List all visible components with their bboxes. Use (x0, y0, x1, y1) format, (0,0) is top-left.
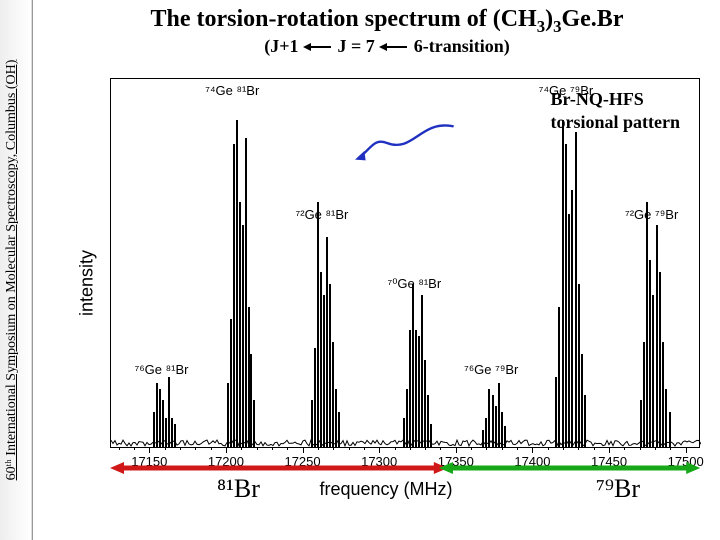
spectral-peak (162, 400, 164, 447)
spectral-peak (239, 202, 241, 447)
spectral-peak (665, 389, 667, 447)
plot-container: intensity 171501720017250173001735017400… (62, 68, 710, 498)
spectral-peak (488, 389, 490, 447)
spectral-peak (242, 225, 244, 447)
spectral-peak (165, 418, 167, 447)
annotation-line2: torsional pattern (551, 111, 681, 134)
spectral-peak (245, 138, 247, 447)
isotope-label: ⁷⁰Ge ⁸¹Br (387, 276, 441, 292)
spectral-peak (250, 354, 252, 447)
isotope-label: ⁷⁶Ge ⁷⁹Br (464, 362, 518, 377)
spectral-peak (311, 400, 313, 447)
spectral-peak (403, 418, 405, 447)
spectral-peak (227, 383, 229, 447)
spectral-peak (485, 418, 487, 447)
spectral-peak (421, 295, 423, 447)
spectral-peak (338, 412, 340, 447)
spectral-peak (332, 342, 334, 447)
spectral-peak (406, 389, 408, 447)
br79-range-arrow (439, 460, 700, 476)
annotation-box: Br-NQ-HFS torsional pattern (551, 88, 681, 135)
subtitle-c: 6-transition) (414, 36, 510, 56)
y-axis-label: intensity (77, 250, 98, 316)
conference-text: 60ᵗʰ International Symposium on Molecula… (4, 60, 19, 481)
spectral-peak (578, 284, 580, 447)
br81-label: ⁸¹Br (217, 474, 260, 504)
spectral-peak (581, 354, 583, 447)
subtitle-a: (J+1 (264, 36, 298, 56)
arrow-left-icon (303, 41, 333, 53)
arrow-left-icon (379, 41, 409, 53)
spectral-peak (326, 237, 328, 447)
spectral-peak (412, 284, 414, 447)
isotope-label: ⁷²Ge ⁷⁹Br (625, 207, 678, 222)
spectral-peak (646, 202, 648, 447)
spectral-peak (236, 120, 238, 447)
spectral-peak (643, 342, 645, 447)
spectral-peak (565, 144, 567, 447)
spectral-peak (409, 330, 411, 447)
spectral-peak (253, 400, 255, 447)
squiggle-arrow-icon (342, 123, 472, 163)
conference-label: 60ᵗʰ International Symposium on Molecula… (4, 10, 20, 530)
spectral-peak (171, 418, 173, 447)
spectral-peak (558, 307, 560, 447)
spectral-peak (504, 426, 506, 447)
spectral-peak (156, 383, 158, 447)
spectral-peak (430, 424, 432, 447)
spectral-peak (575, 132, 577, 447)
spectral-peak (153, 412, 155, 447)
spectral-peak (159, 389, 161, 447)
spectral-peak (317, 202, 319, 447)
spectral-peak (418, 336, 420, 447)
annotation-line1: Br-NQ-HFS (551, 88, 681, 111)
spectral-peak (424, 360, 426, 448)
isotope-label: ⁷²Ge ⁸¹Br (296, 207, 349, 222)
spectral-peak (335, 389, 337, 447)
spectral-peak (320, 272, 322, 447)
spectral-peak (571, 190, 573, 447)
spectral-peak (584, 395, 586, 448)
spectral-peak (649, 260, 651, 447)
isotope-label: ⁷⁴Ge ⁸¹Br (205, 83, 259, 98)
spectral-peak (562, 120, 564, 447)
spectral-peak (652, 295, 654, 447)
br81-range-arrow (110, 460, 448, 476)
spectral-peak (495, 406, 497, 447)
spectral-peak (314, 348, 316, 447)
spectral-peak (498, 383, 500, 447)
slide-subtitle: (J+1 J = 7 6-transition) (62, 36, 712, 57)
spectral-peak (174, 424, 176, 447)
x-axis-label: frequency (MHz) (319, 479, 452, 500)
spectral-peak (669, 412, 671, 447)
spectral-peak (492, 395, 494, 448)
spectral-peak (555, 377, 557, 447)
left-divider (32, 0, 42, 540)
spectral-peak (329, 284, 331, 447)
spectral-peak (248, 307, 250, 447)
isotope-label: ⁷⁶Ge ⁸¹Br (135, 362, 189, 377)
spectral-peak (501, 412, 503, 447)
spectral-peak (659, 272, 661, 447)
spectral-peak (230, 319, 232, 447)
spectral-peak (168, 377, 170, 447)
spectral-peak (427, 395, 429, 448)
subtitle-b: J = 7 (338, 36, 375, 56)
spectral-peak (482, 430, 484, 448)
spectral-peak (323, 295, 325, 447)
br79-label: ⁷⁹Br (596, 474, 640, 504)
spectral-peak (640, 400, 642, 447)
spectral-peak (656, 225, 658, 447)
spectral-peak (662, 342, 664, 447)
spectral-peak (568, 214, 570, 447)
spectral-peak (415, 330, 417, 447)
slide-title: The torsion-rotation spectrum of (CH3)3G… (62, 6, 712, 37)
spectral-peak (233, 144, 235, 447)
